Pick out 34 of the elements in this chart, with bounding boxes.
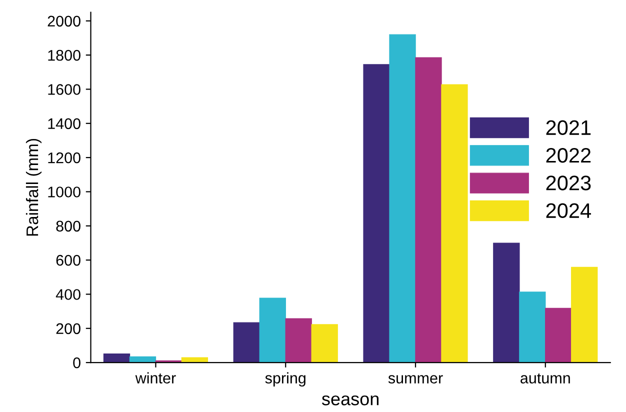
y-tick-label: 0 — [73, 357, 80, 368]
bar — [285, 318, 312, 363]
y-tick-label: 1400 — [48, 118, 80, 130]
bar — [545, 308, 572, 363]
y-axis-title: Rainfall (mm) — [26, 138, 42, 236]
legend-label: 2021 — [546, 120, 591, 136]
x-tick-label: spring — [265, 372, 306, 387]
x-tick-label: summer — [388, 375, 443, 384]
bar — [493, 242, 520, 363]
y-tick-label: 2000 — [48, 16, 80, 27]
bar — [363, 64, 390, 363]
bar — [441, 84, 468, 363]
bar — [571, 266, 598, 363]
y-tick-label: 1600 — [48, 84, 80, 95]
bar — [259, 298, 286, 363]
y-tick-label: 600 — [56, 254, 80, 266]
y-tick-label: 200 — [56, 323, 80, 334]
legend-label: 2022 — [546, 148, 591, 163]
bar — [311, 324, 338, 363]
bar — [389, 34, 416, 363]
x-axis-title: season — [322, 395, 378, 406]
y-tick-label: 1000 — [48, 186, 80, 198]
legend-label: 2023 — [546, 176, 591, 190]
bar — [233, 322, 260, 363]
legend-label: 2024 — [546, 203, 591, 218]
y-tick-label: 400 — [56, 289, 80, 300]
y-tick-label: 1800 — [48, 50, 80, 61]
bar — [415, 57, 442, 363]
y-tick-label: 800 — [56, 220, 80, 232]
bar — [103, 354, 130, 363]
bar — [519, 292, 546, 363]
y-tick-label: 1200 — [48, 152, 80, 164]
x-tick-label: winter — [135, 372, 176, 384]
x-tick-label: autumn — [520, 373, 570, 384]
